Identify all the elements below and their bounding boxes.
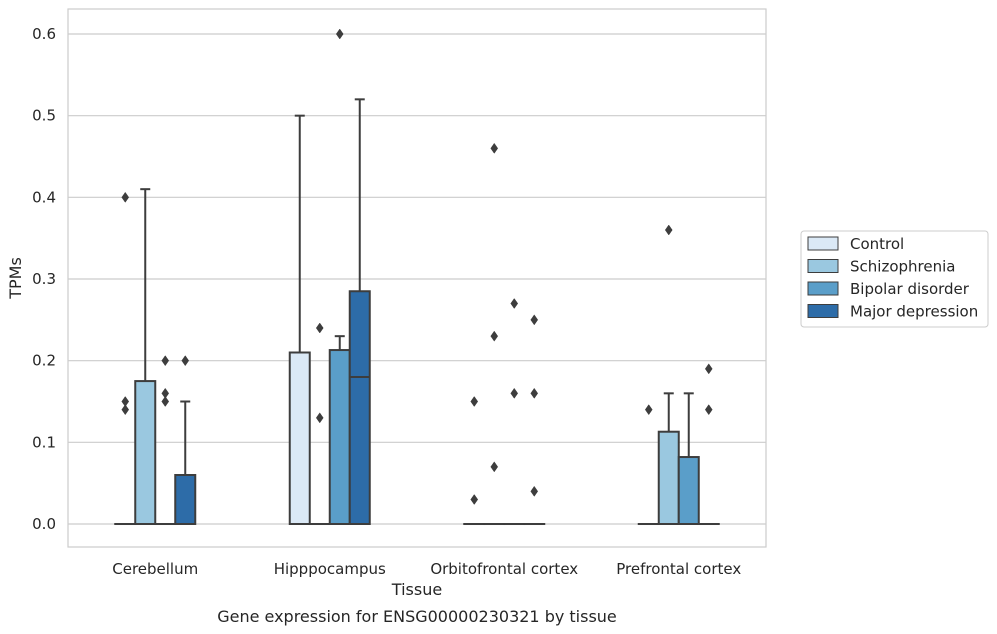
outlier-point <box>470 494 479 505</box>
y-tick-label: 0.3 <box>32 270 56 288</box>
outlier-point <box>161 396 170 407</box>
outlier-point <box>490 330 499 342</box>
box-3-0 <box>174 355 197 525</box>
box-body <box>348 290 371 525</box>
boxes <box>114 28 720 526</box>
outlier-point <box>510 298 519 309</box>
box-3-1 <box>348 98 371 525</box>
box-0-1 <box>288 114 311 525</box>
outlier-point <box>704 404 713 416</box>
outlier-point <box>644 404 653 416</box>
outlier-point <box>530 314 539 326</box>
legend-frame <box>800 230 989 328</box>
outlier-point <box>121 191 130 203</box>
box-body <box>288 351 311 525</box>
x-tick-label: Orbitofrontal cortex <box>430 560 578 578</box>
outlier-point <box>335 28 344 40</box>
box-1-0 <box>134 188 157 526</box>
outlier-point <box>490 142 499 154</box>
outlier-point <box>704 363 713 375</box>
box-body <box>134 380 157 526</box>
box-body <box>677 456 700 525</box>
x-tick-label: Cerebellum <box>112 560 198 578</box>
outlier-point <box>664 224 673 236</box>
y-tick-label: 0.2 <box>32 352 56 370</box>
box-3-2 <box>523 314 546 526</box>
x-axis-title: Tissue <box>391 580 442 599</box>
legend-label: Major depression <box>850 303 978 321</box>
box-2-3 <box>677 392 700 525</box>
box-body <box>657 430 680 526</box>
legend-swatch <box>807 304 839 318</box>
box-3-3 <box>697 363 720 526</box>
legend-swatch <box>807 281 839 296</box>
box-0-0 <box>114 191 137 526</box>
y-axis-title: TPMs <box>6 257 25 300</box>
box-body <box>328 349 351 525</box>
legend-label: Control <box>850 235 904 253</box>
legend-swatch <box>807 236 839 251</box>
x-tick-label: Prefrontal cortex <box>616 560 741 578</box>
outlier-point <box>315 322 324 334</box>
outlier-point <box>490 461 499 473</box>
y-tick-label: 0.4 <box>32 188 56 206</box>
x-tick-label: Hipppocampus <box>274 560 386 578</box>
y-tick-label: 0.5 <box>32 107 56 125</box>
box-0-2 <box>463 396 486 526</box>
outlier-point <box>315 412 324 424</box>
box-2-0 <box>154 355 177 526</box>
legend: Control Schizophrenia Bipolar disorder Majo… <box>800 230 989 328</box>
box-1-1 <box>308 322 331 526</box>
x-axis-ticks: Cerebellum Hipppocampus Orbitofrontal cort… <box>112 560 741 578</box>
y-tick-label: 0.6 <box>32 25 56 43</box>
y-axis-ticks: 0.0 0.1 0.2 0.3 0.4 0.5 0.6 <box>32 25 56 533</box>
legend-swatch <box>807 259 839 273</box>
outlier-point <box>530 387 539 399</box>
outlier-point <box>181 355 190 367</box>
y-tick-label: 0.0 <box>32 515 56 533</box>
outlier-point <box>470 396 479 407</box>
legend-entries: Control Schizophrenia Bipolar disorder Majo… <box>807 235 978 321</box>
outlier-point <box>161 355 170 367</box>
chart-caption: Gene expression for ENSG00000230321 by t… <box>217 607 617 626</box>
box-body <box>174 474 197 525</box>
legend-label: Schizophrenia <box>850 258 955 276</box>
outlier-point <box>510 387 519 399</box>
outlier-point <box>530 485 539 497</box>
outlier-point <box>121 404 130 416</box>
y-tick-label: 0.1 <box>32 433 56 451</box>
legend-label: Bipolar disorder <box>850 280 970 298</box>
